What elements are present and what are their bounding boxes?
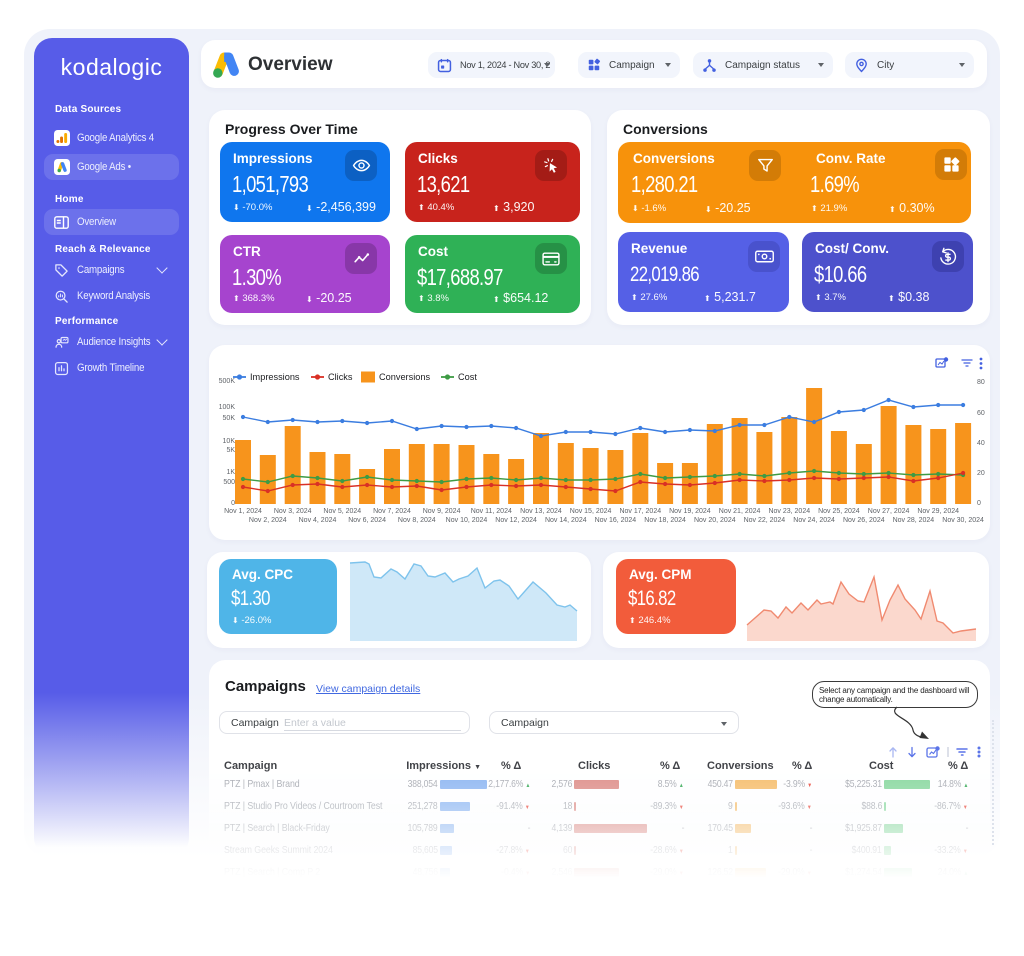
svg-text:60: 60 [977, 410, 985, 417]
svg-text:40: 40 [977, 440, 985, 447]
svg-text:500: 500 [223, 479, 235, 486]
svg-text:Nov 13, 2024: Nov 13, 2024 [520, 508, 562, 515]
svg-text:Nov 27, 2024: Nov 27, 2024 [868, 508, 910, 515]
svg-text:Nov 1, 2024: Nov 1, 2024 [224, 508, 262, 515]
svg-text:Nov 7, 2024: Nov 7, 2024 [373, 508, 411, 515]
svg-text:0: 0 [231, 500, 235, 507]
svg-text:Nov 16, 2024: Nov 16, 2024 [595, 517, 637, 524]
svg-text:1K: 1K [226, 469, 235, 476]
svg-text:Nov 6, 2024: Nov 6, 2024 [348, 517, 386, 524]
svg-text:Nov 17, 2024: Nov 17, 2024 [619, 508, 661, 515]
svg-text:Nov 4, 2024: Nov 4, 2024 [299, 517, 337, 524]
svg-text:Nov 11, 2024: Nov 11, 2024 [471, 508, 512, 515]
svg-text:Nov 26, 2024: Nov 26, 2024 [843, 517, 885, 524]
svg-text:Nov 3, 2024: Nov 3, 2024 [274, 508, 312, 515]
svg-text:10K: 10K [223, 438, 236, 445]
svg-text:5K: 5K [226, 447, 235, 454]
svg-text:Impressions: Impressions [250, 372, 300, 382]
svg-text:Nov 10, 2024: Nov 10, 2024 [446, 517, 488, 524]
svg-text:20: 20 [977, 470, 985, 477]
svg-text:500K: 500K [219, 378, 236, 385]
svg-text:Nov 25, 2024: Nov 25, 2024 [818, 508, 860, 515]
svg-text:0: 0 [977, 500, 981, 507]
svg-text:Nov 20, 2024: Nov 20, 2024 [694, 517, 736, 524]
svg-text:Nov 28, 2024: Nov 28, 2024 [893, 517, 935, 524]
svg-text:Nov 14, 2024: Nov 14, 2024 [545, 517, 587, 524]
svg-text:Nov 23, 2024: Nov 23, 2024 [768, 508, 810, 515]
svg-text:Nov 24, 2024: Nov 24, 2024 [793, 517, 835, 524]
svg-text:Nov 18, 2024: Nov 18, 2024 [644, 517, 686, 524]
svg-text:Nov 8, 2024: Nov 8, 2024 [398, 517, 436, 524]
svg-text:Nov 9, 2024: Nov 9, 2024 [423, 508, 461, 515]
svg-text:Nov 22, 2024: Nov 22, 2024 [744, 517, 786, 524]
svg-text:Nov 19, 2024: Nov 19, 2024 [669, 508, 711, 515]
svg-text:50K: 50K [223, 415, 236, 422]
svg-text:Nov 12, 2024: Nov 12, 2024 [495, 517, 537, 524]
svg-text:Nov 5, 2024: Nov 5, 2024 [323, 508, 361, 515]
svg-text:Cost: Cost [458, 372, 477, 382]
svg-text:Nov 15, 2024: Nov 15, 2024 [570, 508, 612, 515]
svg-text:100K: 100K [219, 404, 236, 411]
svg-text:Nov 2, 2024: Nov 2, 2024 [249, 517, 287, 524]
svg-text:Nov 30, 2024: Nov 30, 2024 [942, 517, 984, 524]
svg-text:Nov 21, 2024: Nov 21, 2024 [719, 508, 761, 515]
svg-text:80: 80 [977, 379, 985, 386]
svg-text:Nov 29, 2024: Nov 29, 2024 [917, 508, 959, 515]
svg-text:Clicks: Clicks [328, 372, 353, 382]
svg-text:Conversions: Conversions [379, 372, 430, 382]
